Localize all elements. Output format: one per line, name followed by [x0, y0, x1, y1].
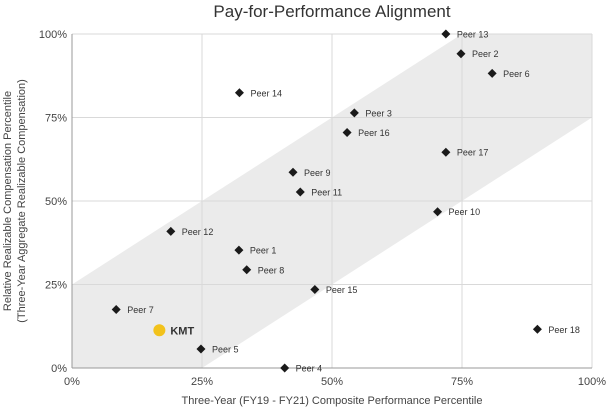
peer-marker [111, 305, 121, 315]
peer-marker [196, 344, 206, 354]
peer-label: Peer 16 [358, 128, 390, 138]
x-tick-label: 100% [578, 376, 606, 388]
peer-marker [441, 147, 451, 157]
peer-marker [295, 187, 305, 197]
peer-label: Peer 7 [127, 305, 154, 315]
company-label: KMT [170, 325, 194, 337]
peer-marker [349, 108, 359, 118]
y-tick-label: 25% [45, 280, 67, 292]
peer-marker [166, 226, 176, 236]
y-axis-label-line2: (Three-Year Aggregate Realizable Compens… [16, 79, 28, 323]
peer-marker [342, 128, 352, 138]
y-axis-label-line1: Relative Realizable Compensation Percent… [2, 91, 14, 311]
peer-label: Peer 3 [365, 108, 392, 118]
peer-label: Peer 2 [472, 49, 499, 59]
peer-marker [441, 29, 451, 39]
x-tick-label: 25% [191, 376, 213, 388]
peer-marker [487, 68, 497, 78]
company-marker [153, 324, 166, 337]
peer-label: Peer 11 [311, 187, 342, 197]
gridlines [71, 33, 593, 369]
chart-title: Pay-for-Performance Alignment [213, 2, 450, 21]
y-tick-label: 100% [39, 29, 67, 41]
tick-labels: 0%0% 25% 25% 50% 50% 75% 75% 100% 100% [39, 29, 606, 388]
peer-marker [288, 167, 298, 177]
peer-label: Peer 18 [548, 325, 580, 335]
y-tick-label: 0% [51, 363, 67, 375]
peer-marker [310, 285, 320, 295]
peer-marker [456, 49, 466, 59]
peer-label: Peer 17 [457, 148, 489, 158]
x-tick-label: 75% [451, 376, 473, 388]
peer-label: Peer 13 [457, 30, 489, 40]
peer-label: Peer 6 [503, 69, 530, 79]
data-points: Peer 1 Peer 2 Peer 3 Peer 4 Peer 5 Peer 6 Peer… [111, 29, 580, 374]
peer-marker [234, 88, 244, 98]
y-tick-label: 75% [45, 113, 67, 125]
peer-marker [280, 363, 290, 373]
peer-label: Peer 10 [449, 207, 481, 217]
peer-label: Peer 5 [212, 344, 239, 354]
peer-marker [433, 207, 443, 217]
peer-label: Peer 4 [296, 364, 323, 374]
peer-label: Peer 12 [182, 227, 214, 237]
peer-label: Peer 1 [250, 246, 277, 256]
peer-marker [242, 265, 252, 275]
peer-label: Peer 15 [326, 285, 358, 295]
x-axis-label: Three-Year (FY19 - FY21) Composite Perfo… [182, 395, 483, 407]
peer-marker [234, 245, 244, 255]
peer-marker [532, 324, 542, 334]
x-tick-label: 50% [321, 376, 343, 388]
peer-label: Peer 14 [250, 88, 282, 98]
peer-label: Peer 8 [258, 265, 285, 275]
x-tick-label: 0% [64, 376, 80, 388]
peer-label: Peer 9 [304, 168, 331, 178]
y-tick-label: 50% [45, 196, 67, 208]
